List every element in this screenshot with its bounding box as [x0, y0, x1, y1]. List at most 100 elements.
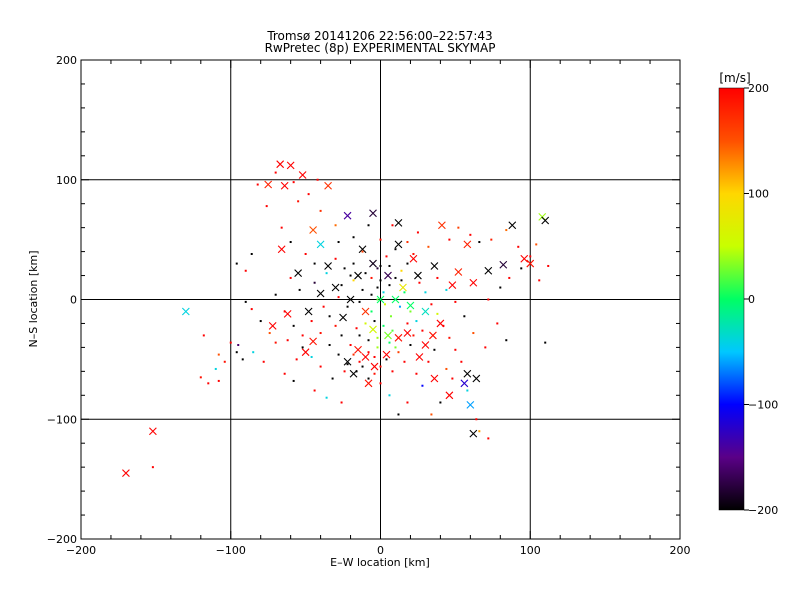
dot-marker [376, 286, 379, 289]
cross-marker [122, 469, 130, 478]
dot-marker [451, 377, 454, 380]
dot-marker [307, 193, 310, 196]
cross-marker [331, 283, 340, 292]
dot-marker [334, 224, 337, 227]
dot-marker [286, 339, 289, 342]
dot-marker [313, 281, 316, 284]
cross-marker [448, 281, 457, 290]
cross-marker [370, 362, 379, 371]
dot-marker [385, 255, 388, 258]
cross-marker [277, 245, 286, 254]
x-tick-label: 200 [670, 544, 691, 557]
dot-marker [292, 379, 295, 382]
colorbar [718, 87, 745, 511]
dot-marker [367, 377, 370, 380]
cross-marker [309, 337, 318, 346]
dot-marker [400, 269, 403, 272]
dot-marker [436, 312, 439, 315]
dot-marker [319, 332, 322, 335]
y-tick-label: 200 [56, 54, 77, 67]
dot-marker [352, 262, 355, 265]
x-axis: −200 −100 0 100 200 [66, 60, 691, 557]
dot-marker [490, 238, 493, 241]
dot-marker [325, 272, 328, 275]
dot-marker [448, 238, 451, 241]
dot-marker [259, 320, 262, 323]
dot-marker [346, 363, 349, 366]
dot-marker [337, 353, 340, 356]
dot-marker [427, 360, 430, 363]
dot-marker [421, 384, 424, 387]
dot-marker [505, 229, 508, 232]
dot-marker [382, 291, 385, 294]
dot-marker [214, 367, 217, 370]
dot-marker [388, 394, 391, 397]
dot-marker [403, 291, 406, 294]
dot-marker [412, 252, 415, 255]
cross-marker [294, 269, 303, 278]
dot-marker [352, 353, 355, 356]
cross-marker [445, 391, 454, 400]
dot-marker [445, 367, 448, 370]
dot-marker [397, 351, 400, 354]
dot-marker [217, 353, 220, 356]
x-axis-label: E–W location [km] [330, 556, 430, 569]
dot-marker [283, 310, 286, 313]
dot-marker [424, 291, 427, 294]
dot-marker [340, 401, 343, 404]
cross-marker [268, 321, 277, 330]
dot-marker [313, 389, 316, 392]
dot-marker [383, 303, 386, 306]
cross-marker [469, 278, 478, 287]
cross-marker [354, 271, 362, 280]
dot-marker [397, 413, 400, 416]
dot-marker [376, 267, 379, 270]
cross-marker [409, 254, 418, 263]
dot-marker [379, 382, 382, 385]
chart-title: Tromsø 20141206 22:56:00–22:57:43 [266, 29, 492, 43]
dot-marker [406, 262, 409, 265]
cross-marker [369, 209, 377, 218]
dot-marker [373, 372, 376, 375]
colorbar-tick-label: −200 [748, 504, 778, 517]
cross-marker [414, 271, 422, 280]
dot-marker [379, 264, 382, 267]
cross-marker [343, 357, 352, 366]
dot-marker [256, 183, 259, 186]
dot-marker [313, 262, 316, 265]
cross-marker [469, 429, 478, 438]
dot-marker [547, 264, 550, 267]
cross-marker [460, 379, 469, 388]
cross-marker [438, 221, 446, 230]
dot-marker [370, 310, 373, 313]
dot-marker [223, 360, 226, 363]
dot-marker [469, 233, 472, 236]
cross-marker [324, 262, 332, 270]
x-tick-label: −200 [66, 544, 96, 557]
colorbar-tick-label: 0 [748, 293, 755, 306]
dot-marker [442, 324, 445, 327]
colorbar-tick-label: −100 [748, 399, 778, 412]
cross-marker [399, 283, 407, 292]
cross-marker [391, 295, 400, 304]
dot-marker [544, 341, 547, 344]
dot-marker [517, 245, 520, 248]
dot-marker [439, 401, 442, 404]
cross-marker [384, 271, 392, 280]
dot-marker [415, 372, 418, 375]
dot-marker [376, 336, 379, 339]
colorbar-ticks: −200 −100 0 100 200 [744, 82, 778, 517]
cross-marker [148, 427, 157, 436]
dot-marker [217, 379, 220, 382]
dot-marker [373, 355, 376, 358]
cross-marker [346, 295, 355, 304]
y-axis-label: N–S location [km] [27, 250, 40, 347]
dot-marker [416, 231, 419, 234]
cross-marker [369, 259, 377, 268]
dot-marker [334, 257, 337, 260]
dot-marker [418, 281, 421, 284]
dot-marker [274, 341, 277, 344]
dot-marker [322, 305, 325, 308]
dot-marker [319, 365, 322, 368]
cross-marker [430, 374, 439, 383]
